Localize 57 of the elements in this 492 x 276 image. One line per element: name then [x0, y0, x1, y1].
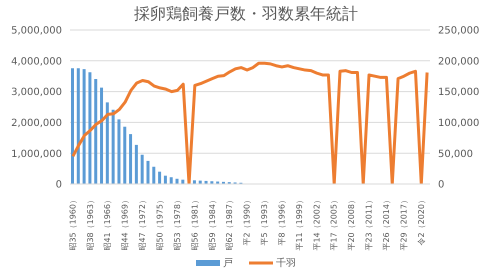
- bar: [71, 68, 74, 184]
- bar: [146, 160, 150, 184]
- bar: [100, 88, 104, 184]
- bar: [181, 180, 184, 184]
- legend-label: 千羽: [275, 256, 296, 270]
- y2-tick-label: 100,000: [438, 118, 480, 129]
- x-tick-label: 昭44（1969）: [120, 196, 130, 251]
- x-tick-label: 平14（2002）: [312, 196, 322, 251]
- bar: [152, 166, 156, 184]
- x-tick-label: 平2（1990）: [242, 196, 252, 246]
- x-tick-label: 昭38（1963）: [86, 196, 95, 251]
- y-tick-label: 5,000,000: [11, 26, 62, 37]
- x-tick-label: 昭59（1984）: [208, 196, 217, 251]
- y-tick-label: 3,000,000: [11, 87, 62, 98]
- chart-title: 採卵鶏飼養戸数・羽数累年統計: [133, 4, 359, 25]
- y-tick-label: 0: [56, 180, 62, 191]
- x-tick-label: 昭62（1987）: [225, 196, 234, 251]
- bar: [106, 102, 109, 184]
- x-tick-label: 昭50（1975）: [156, 196, 164, 251]
- bar: [164, 176, 167, 184]
- x-tick-label: 平23（2011）: [364, 196, 374, 251]
- y2-tick-label: 50,000: [438, 148, 473, 160]
- legend-label: 戸: [222, 257, 233, 270]
- x-tick-label: 昭47（1972）: [138, 196, 148, 251]
- x-tick-label: 昭35（1960）: [68, 196, 78, 251]
- y-tick-label: 4,000,000: [11, 56, 62, 68]
- bar: [134, 144, 138, 184]
- bar: [117, 119, 120, 184]
- y-tick-label: 1,000,000: [11, 148, 62, 160]
- bar: [129, 134, 132, 184]
- bar: [76, 68, 80, 184]
- x-tick-label: 平20（2008）: [347, 196, 356, 251]
- bar: [82, 69, 86, 184]
- y2-tick-label: 150,000: [438, 87, 480, 98]
- x-tick-label: 平11（1999）: [294, 196, 304, 251]
- x-tick-label: 昭56（1981）: [190, 196, 200, 251]
- bar: [88, 72, 92, 184]
- y-tick-label: 2,000,000: [11, 118, 62, 129]
- x-tick-label: 平26（2014）: [382, 196, 391, 251]
- x-tick-label: 平17（2005）: [330, 196, 339, 251]
- x-tick-label: 令2（2020）: [416, 196, 426, 246]
- bar: [158, 172, 162, 184]
- y2-tick-label: 0: [438, 180, 444, 191]
- x-tick-label: 平8（1996）: [277, 196, 286, 246]
- bar: [170, 177, 173, 184]
- bar: [112, 110, 115, 184]
- bar: [94, 78, 98, 184]
- bar: [123, 126, 126, 184]
- x-tick-label: 昭53（1978）: [172, 196, 182, 251]
- y2-tick-label: 250,000: [438, 26, 480, 37]
- y2-tick-label: 200,000: [438, 56, 480, 68]
- bar: [210, 181, 214, 184]
- bar: [140, 154, 144, 184]
- x-tick-label: 平5（1993）: [260, 196, 270, 246]
- x-tick-label: 昭41（1966）: [103, 196, 112, 251]
- line-series: [71, 62, 429, 184]
- x-tick-label: 平29（2017）: [399, 196, 408, 251]
